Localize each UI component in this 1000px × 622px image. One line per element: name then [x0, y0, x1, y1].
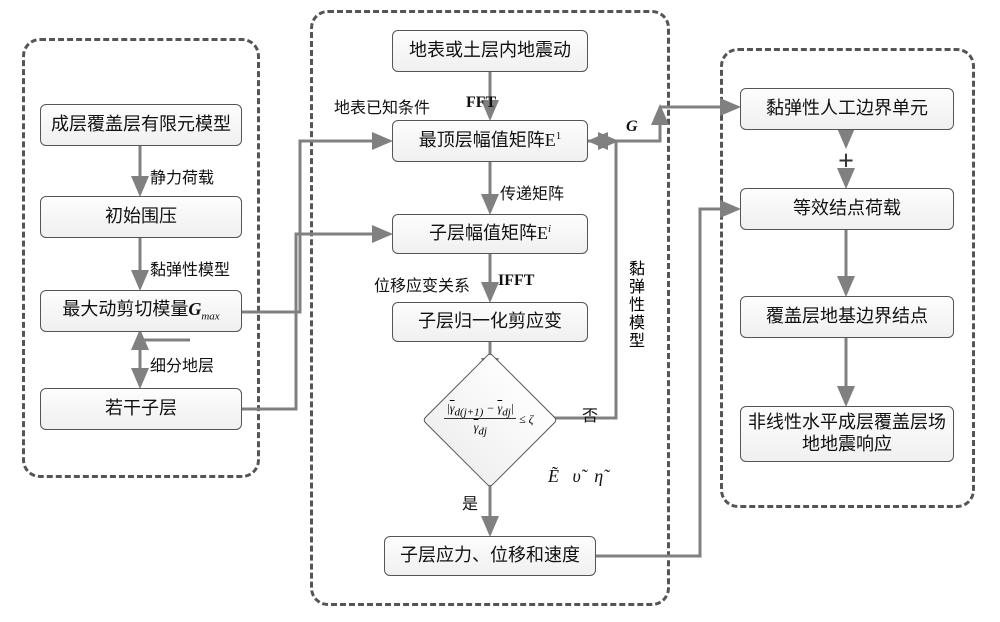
- node-surface-motion: 地表或土层内地震动: [392, 30, 588, 72]
- node-sublayers: 若干子层: [40, 388, 242, 430]
- node-label: 覆盖层地基边界结点: [766, 306, 928, 328]
- flowchart-canvas: 成层覆盖层有限元模型 初始围压 最大动剪切模量Gmax 若干子层 地表或土层内地…: [0, 0, 1000, 622]
- label-ifft: IFFT: [498, 272, 534, 290]
- decision-formula: |γd(j+1) − γdj| γdj ≤ ζ: [444, 401, 533, 438]
- node-initial-confining: 初始围压: [40, 196, 242, 238]
- node-label: 子层归一化剪应变: [418, 311, 562, 333]
- node-label: 等效结点荷载: [793, 198, 901, 220]
- node-sub-amp-matrix: 子层幅值矩阵Ei: [392, 214, 588, 254]
- node-label: 若干子层: [105, 398, 177, 420]
- label-disp-strain: 位移应变关系: [374, 272, 470, 296]
- label-visco-model-2: 黏弹性模型: [622, 260, 646, 350]
- label-yes: 是: [462, 490, 478, 514]
- node-label: 地表或土层内地震动: [409, 40, 571, 62]
- node-label: 最大动剪切模量Gmax: [62, 299, 219, 324]
- label-fft: FFT: [466, 94, 496, 112]
- label-transfer-matrix: 传递矩阵: [500, 180, 564, 204]
- node-sub-stress-disp-vel: 子层应力、位移和速度: [384, 536, 596, 576]
- plus-icon: +: [838, 146, 854, 178]
- node-equiv-nodal-load: 等效结点荷载: [740, 188, 954, 230]
- node-label: 子层幅值矩阵Ei: [429, 223, 551, 245]
- label-surface-known: 地表已知条件: [334, 94, 430, 118]
- label-params: Ẽ υ̃ η̃: [548, 466, 603, 487]
- node-label: 初始围压: [105, 206, 177, 228]
- node-nonlinear-response: 非线性水平成层覆盖层场地地震响应: [740, 406, 954, 462]
- label-static-load: 静力荷载: [150, 164, 214, 188]
- node-foundation-boundary-nodes: 覆盖层地基边界结点: [740, 296, 954, 338]
- node-label: 成层覆盖层有限元模型: [51, 114, 231, 136]
- label-refine-layers: 细分地层: [150, 352, 214, 376]
- label-g: G: [626, 118, 638, 136]
- node-label: 子层应力、位移和速度: [400, 545, 580, 567]
- label-no: 否: [582, 402, 598, 426]
- node-layered-fem: 成层覆盖层有限元模型: [40, 104, 242, 146]
- node-gmax: 最大动剪切模量Gmax: [40, 290, 242, 332]
- node-label: 非线性水平成层覆盖层场地地震响应: [747, 412, 947, 455]
- label-visco-model-1: 黏弹性模型: [150, 256, 230, 280]
- node-label: 最顶层幅值矩阵E1: [419, 130, 562, 152]
- decision-convergence: |γd(j+1) − γdj| γdj ≤ ζ: [442, 372, 536, 466]
- node-visco-boundary-elem: 黏弹性人工边界单元: [740, 88, 954, 130]
- node-top-amp-matrix: 最顶层幅值矩阵E1: [392, 120, 588, 162]
- node-normalized-shear: 子层归一化剪应变: [392, 302, 588, 342]
- node-label: 黏弹性人工边界单元: [766, 98, 928, 120]
